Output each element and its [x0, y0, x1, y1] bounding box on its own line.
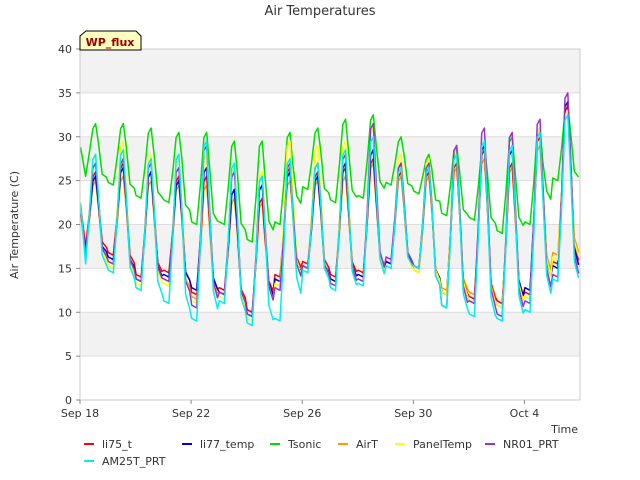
plot-band — [80, 49, 580, 93]
badge-shape — [79, 30, 142, 51]
legend-label: NR01_PRT — [503, 438, 559, 451]
series-line-am25t-prt — [79, 114, 580, 327]
x-axis-label: Time — [550, 423, 578, 436]
y-tick-label: 25 — [58, 175, 72, 188]
legend-label: AM25T_PRT — [102, 455, 166, 468]
y-ticks: 0 5 10 15 20 25 30 35 40 — [58, 43, 80, 407]
y-tick-label: 40 — [58, 43, 72, 56]
y-tick-label: 35 — [58, 87, 72, 100]
plot-background — [80, 49, 580, 400]
legend-label: li75_t — [102, 438, 133, 451]
station-badge: WP_flux — [79, 30, 142, 51]
series-line-nr01-prt — [79, 92, 580, 318]
badge-label: WP_flux — [86, 36, 135, 49]
series-line-li75-t — [79, 105, 580, 314]
series-line-tsonic — [79, 105, 580, 243]
legend-label: AirT — [356, 438, 378, 451]
legend-label: PanelTemp — [413, 438, 472, 451]
y-tick-label: 10 — [58, 306, 72, 319]
x-ticks: Sep 18 Sep 22 Sep 26 Sep 30 Oct 4 — [61, 400, 539, 420]
y-tick-label: 15 — [58, 262, 72, 275]
legend: li75_t li77_temp Tsonic AirT PanelTemp NR01_P… — [84, 438, 559, 468]
y-tick-label: 20 — [58, 219, 72, 232]
plot-band — [80, 224, 580, 269]
y-tick-label: 5 — [65, 350, 72, 363]
x-tick-label: Sep 22 — [172, 407, 210, 420]
y-axis-label: Air Temperature (C) — [8, 171, 21, 279]
legend-label: li77_temp — [200, 438, 254, 451]
x-tick-label: Oct 4 — [510, 407, 540, 420]
plot-band — [80, 92, 580, 137]
y-tick-label: 0 — [65, 394, 72, 407]
legend-label: Tsonic — [287, 438, 321, 451]
plot-band — [80, 312, 580, 357]
x-tick-label: Sep 18 — [61, 407, 99, 420]
series-layer — [79, 92, 580, 327]
plot-band — [80, 136, 580, 181]
plot-band — [80, 180, 580, 225]
x-tick-label: Sep 30 — [394, 407, 432, 420]
y-tick-label: 30 — [58, 131, 72, 144]
x-tick-label: Sep 26 — [283, 407, 321, 420]
plot-band — [80, 356, 580, 400]
chart-title: Air Temperatures — [264, 4, 375, 19]
